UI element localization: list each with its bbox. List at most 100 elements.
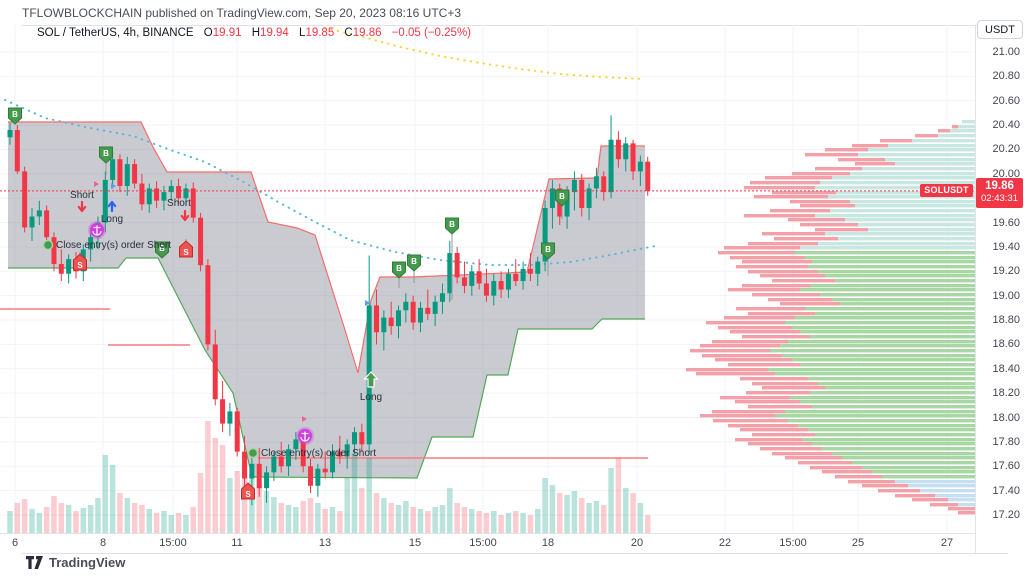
ohlc-high-label: H (251, 27, 261, 39)
profile-row-buy (825, 232, 975, 236)
time-axis-label: 15:00 (159, 537, 187, 549)
profile-row-buy (820, 181, 975, 185)
volume-bar (227, 478, 233, 533)
volume-bar (571, 491, 578, 533)
band-upper-border (8, 121, 645, 374)
volume-bar (388, 503, 394, 533)
price-axis-label: 20.60 (992, 94, 1020, 107)
profile-row-buy (810, 391, 975, 395)
price-axis-label: 17.80 (992, 435, 1020, 448)
profile-row-buy (785, 321, 975, 325)
time-axis-border (0, 533, 975, 534)
profile-row-sell (706, 321, 785, 325)
svg-text:Close entry(s) order Short: Close entry(s) order Short (261, 448, 376, 459)
profile-row-sell (718, 326, 792, 330)
volume-bar (51, 496, 57, 533)
currency-button[interactable]: USDT (977, 20, 1023, 39)
volume-bar (307, 498, 314, 533)
volume-bar (87, 505, 94, 533)
profile-row-sell (772, 279, 835, 283)
profile-row-buy (868, 148, 975, 152)
profile-row-sell (815, 167, 862, 171)
svg-text:Long: Long (360, 392, 382, 403)
ohlc-open-value: 19.91 (212, 27, 242, 39)
profile-row-sell (805, 153, 858, 157)
candle-body (425, 307, 431, 314)
price-axis-label: 19.20 (992, 265, 1020, 278)
price-axis-label: 19.60 (992, 216, 1020, 229)
profile-row-buy (895, 162, 975, 166)
profile-row-buy (948, 498, 975, 502)
ohlc-high-value: 19.94 (260, 27, 289, 39)
profile-row-sell (855, 162, 895, 166)
profile-row-sell (825, 148, 868, 152)
profile-row-sell (742, 260, 812, 264)
profile-row-sell (686, 368, 768, 372)
buy-flag-icon: B (445, 217, 459, 300)
candle-body (14, 129, 20, 172)
candle-body (146, 188, 152, 205)
profile-row-buy (795, 316, 975, 320)
profile-row-buy (885, 158, 975, 162)
profile-row-buy (805, 256, 975, 260)
long-marker: Long (101, 200, 123, 225)
symbol-title[interactable]: SOL / TetherUS, 4h, BINANCE (37, 27, 194, 39)
profile-row-sell (690, 349, 770, 353)
profile-row-buy (828, 195, 975, 199)
candle-body (7, 129, 13, 138)
profile-row-sell (752, 382, 818, 386)
volume-bar (73, 511, 79, 533)
publisher-line: TFLOWBLOCKCHAIN published on TradingView… (22, 6, 462, 20)
price-axis-label: 18.60 (992, 338, 1020, 351)
candle-body (513, 273, 519, 282)
candle-body (293, 439, 299, 450)
candle-body (491, 281, 497, 296)
frame-bottom (22, 553, 1008, 554)
symbol-legend[interactable]: SOL / TetherUS, 4h, BINANCE O19.91 H19.9… (37, 27, 471, 39)
svg-text:B: B (103, 149, 109, 158)
profile-row-sell (895, 494, 935, 498)
candle-body (564, 192, 570, 217)
candle-body (432, 301, 438, 314)
candle-body (586, 188, 592, 208)
profile-row-sell (728, 363, 800, 367)
volume-bar (439, 505, 446, 533)
volume-bar (498, 515, 504, 533)
profile-row-sell (713, 419, 788, 423)
profile-row-sell (958, 511, 975, 515)
profile-row-buy (768, 368, 975, 372)
candle-body (22, 171, 28, 228)
volume-bar (351, 453, 358, 533)
svg-text:Short: Short (70, 190, 94, 201)
moving-average-layer (4, 27, 656, 266)
candle-body (176, 186, 182, 199)
volume-bar (329, 507, 336, 533)
profile-row-buy (795, 251, 975, 255)
profile-row-buy (838, 237, 975, 241)
sell-flag-icon: S (241, 482, 255, 500)
svg-text:S: S (77, 261, 83, 270)
volume-bar (146, 509, 153, 533)
candle-body (212, 344, 218, 400)
profile-row-buy (840, 302, 975, 306)
profile-row-buy (800, 246, 975, 250)
candle-body (44, 210, 50, 238)
profile-row-sell (744, 214, 815, 218)
long-marker: Long (360, 371, 382, 403)
time-axis-label: 15:00 (779, 537, 807, 549)
volume-bar (600, 505, 607, 533)
volume-bar (322, 509, 328, 533)
candle-body (154, 188, 160, 201)
profile-row-sell (772, 191, 836, 195)
volume-bar (447, 488, 453, 533)
tradingview-footer[interactable]: TradingView (26, 555, 125, 570)
candle-body (388, 317, 394, 327)
price-axis-label: 20.40 (992, 119, 1020, 132)
strategy-anchor-icon (296, 427, 314, 445)
volume-bar (637, 503, 644, 533)
volume-bar (395, 505, 402, 533)
close-entry-marker: Close entry(s) order Short (42, 239, 171, 251)
svg-text:B: B (411, 257, 417, 266)
profile-row-buy (850, 172, 975, 176)
